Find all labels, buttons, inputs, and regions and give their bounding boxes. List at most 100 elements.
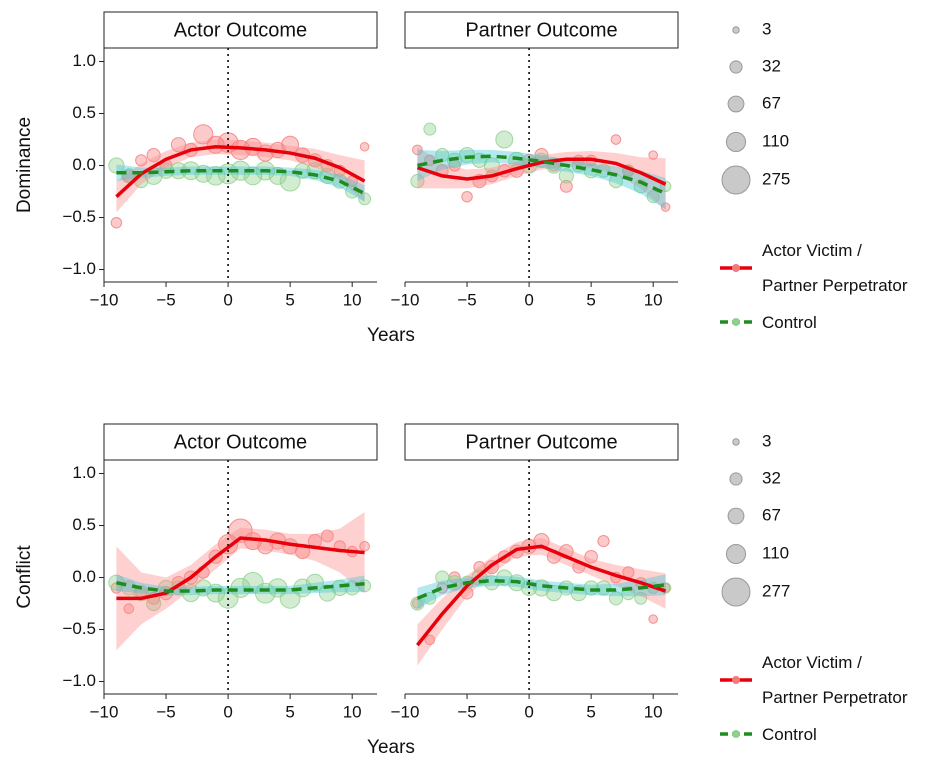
size-legend-key — [727, 95, 745, 113]
y-tick-label: −0.5 — [62, 619, 96, 638]
y-tick-label: 0.5 — [72, 103, 96, 122]
bubble — [412, 144, 423, 156]
strip — [103, 11, 378, 49]
x-axis-title: Years — [367, 737, 415, 758]
size-legend-key — [721, 165, 751, 195]
x-tick-label: 0 — [223, 290, 232, 309]
y-tick-label: −1.0 — [62, 259, 96, 278]
x-tick-label: −10 — [90, 290, 119, 309]
size-legend-key — [721, 577, 751, 607]
strip — [103, 423, 378, 461]
bubble — [660, 202, 671, 212]
bubble — [584, 549, 598, 564]
size-legend-label: 32 — [762, 468, 781, 487]
bubble — [135, 154, 148, 167]
panel-title: Partner Outcome — [465, 19, 617, 41]
bubble — [230, 577, 251, 598]
smooth-line — [416, 578, 666, 600]
size-legend-key — [732, 26, 740, 34]
size-legend-label: 275 — [762, 169, 790, 188]
confidence-band — [116, 574, 365, 596]
bubble — [242, 571, 264, 594]
bubble — [110, 216, 123, 229]
smooth-line — [116, 168, 366, 196]
size-legend-key — [725, 543, 747, 565]
bubble — [533, 533, 550, 550]
bubble — [410, 174, 425, 189]
x-tick-label: 5 — [285, 702, 294, 721]
y-tick-label: 0.5 — [72, 515, 96, 534]
bubble — [424, 634, 436, 646]
legend-label: Control — [762, 312, 817, 332]
bubble — [558, 168, 574, 184]
x-tick-label: 0 — [524, 290, 533, 309]
bubble — [359, 142, 370, 152]
size-legend-label: 67 — [762, 505, 781, 524]
legend-dot — [732, 318, 740, 326]
x-tick-label: −10 — [391, 702, 420, 721]
bubble — [318, 584, 336, 602]
y-tick-label: 1.0 — [72, 463, 96, 482]
bubble — [634, 591, 648, 605]
bubble — [648, 150, 658, 160]
x-tick-label: −10 — [391, 290, 420, 309]
bubble — [461, 190, 473, 203]
y-tick-label: −0.5 — [62, 207, 96, 226]
strip — [404, 423, 679, 461]
smooth-line — [417, 154, 667, 196]
bubble — [608, 591, 624, 606]
y-tick-label: 1.0 — [72, 51, 96, 70]
size-legend-label: 110 — [762, 543, 789, 562]
strip — [404, 11, 679, 49]
x-tick-label: 10 — [343, 290, 362, 309]
size-legend-label: 3 — [762, 19, 771, 38]
bubble — [320, 529, 334, 543]
bubble — [495, 130, 514, 149]
panel-title: Actor Outcome — [174, 19, 307, 41]
x-tick-label: 5 — [586, 702, 595, 721]
smooth-line — [115, 145, 366, 199]
x-axis-title: Years — [367, 325, 415, 346]
bubble — [123, 603, 135, 615]
bubble — [193, 124, 214, 145]
legend-label: Control — [762, 724, 817, 744]
smooth-line — [416, 157, 667, 186]
x-tick-label: 0 — [223, 702, 232, 721]
legend-dot — [732, 676, 740, 684]
legend-label: Actor Victim / Partner Perpetrator — [762, 653, 908, 707]
bubble — [170, 137, 187, 153]
x-tick-label: −10 — [90, 702, 119, 721]
bubble — [423, 122, 437, 136]
size-legend-key — [729, 60, 743, 74]
bubble — [610, 134, 622, 145]
size-legend-key — [727, 507, 745, 525]
size-legend-label: 32 — [762, 56, 781, 75]
x-tick-label: −5 — [156, 702, 175, 721]
bubble — [254, 582, 276, 604]
y-axis-title: Conflict — [14, 545, 35, 609]
y-tick-label: −1.0 — [62, 671, 96, 690]
smooth-line — [116, 536, 365, 601]
x-tick-label: 10 — [644, 290, 663, 309]
bubble — [146, 148, 161, 163]
bubble — [435, 570, 450, 585]
size-legend-key — [725, 131, 747, 153]
legend-dot — [732, 730, 740, 738]
x-tick-label: −5 — [457, 702, 476, 721]
smooth-line — [416, 544, 667, 647]
x-tick-label: 10 — [343, 702, 362, 721]
panel-title: Partner Outcome — [465, 431, 617, 453]
y-tick-label: 0.0 — [72, 567, 96, 586]
x-tick-label: −5 — [457, 290, 476, 309]
bubble — [412, 598, 423, 609]
confidence-band — [116, 139, 365, 213]
legend-label: Actor Victim / Partner Perpetrator — [762, 241, 908, 295]
x-tick-label: −5 — [156, 290, 175, 309]
x-tick-label: 5 — [586, 290, 595, 309]
size-legend-label: 67 — [762, 93, 781, 112]
confidence-band — [116, 164, 365, 202]
bubble — [597, 535, 610, 548]
size-legend-label: 277 — [762, 581, 790, 600]
